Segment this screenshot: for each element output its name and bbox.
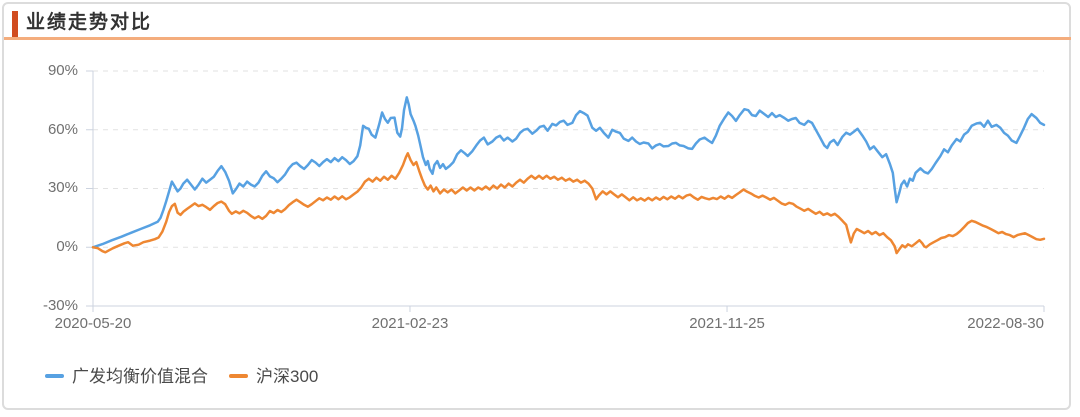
x-axis-label: 2021-02-23 (371, 315, 449, 332)
y-axis-label: 0% (56, 238, 78, 255)
x-axis-label: 2020-05-20 (54, 315, 132, 332)
legend-item-index[interactable]: 沪深300 (229, 366, 318, 388)
x-axis-label: 2021-11-25 (689, 315, 765, 332)
section-title: 业绩走势对比 (26, 12, 153, 33)
fund-line-swatch-icon (45, 374, 64, 378)
series-line-index (91, 152, 1046, 255)
y-axis-label: -30% (42, 297, 78, 314)
y-axis-label: 90% (47, 62, 78, 79)
y-axis-label: 30% (47, 179, 78, 196)
title-accent-bar (12, 11, 18, 37)
series-line-fund (91, 96, 1046, 249)
y-axis-label: 60% (47, 121, 78, 138)
x-axis-label: 2022-08-30 (967, 315, 1044, 332)
index-line-swatch-icon (229, 374, 248, 378)
performance-card (2, 2, 1071, 410)
legend-label-fund: 广发均衡价值混合 (72, 367, 208, 386)
legend-item-fund[interactable]: 广发均衡价值混合 (45, 366, 208, 388)
legend-label-index: 沪深300 (256, 367, 319, 386)
title-underline (4, 37, 1071, 40)
